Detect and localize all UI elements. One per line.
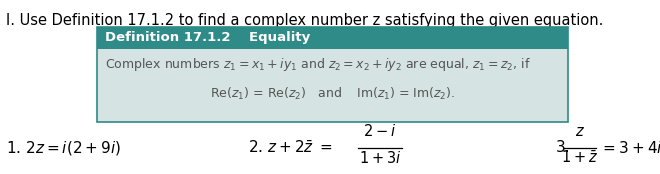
Text: $2-i$: $2-i$ [364,123,397,139]
Text: Complex numbers $z_1 = x_1 + iy_1$ and $z_2 = x_2 + iy_2$ are equal, $z_1 = z_2$: Complex numbers $z_1 = x_1 + iy_1$ and $… [105,56,531,73]
Text: Re$(z_1)$ = Re$(z_2)$   and    Im$(z_1)$ = Im$(z_2)$.: Re$(z_1)$ = Re$(z_2)$ and Im$(z_1)$ = Im… [210,86,455,102]
Text: Definition 17.1.2    Equality: Definition 17.1.2 Equality [105,31,310,45]
Text: $1+3i$: $1+3i$ [359,150,401,166]
Text: $= 3 + 4i$: $= 3 + 4i$ [600,140,660,156]
Bar [97,27,568,49]
Text: I. Use Definition 17.1.2 to find a complex number z satisfying the given equatio: I. Use Definition 17.1.2 to find a compl… [6,13,603,28]
Text: 1. $2z = i(2 + 9i)$: 1. $2z = i(2 + 9i)$ [6,139,121,157]
Text: $z$: $z$ [575,124,585,139]
Text: 3.: 3. [556,140,571,156]
Bar [97,27,568,122]
Text: $1+\bar{z}$: $1+\bar{z}$ [562,150,599,166]
Text: 2. $z + 2\bar{z}\ =$: 2. $z + 2\bar{z}\ =$ [248,140,333,156]
Bar [97,49,568,122]
